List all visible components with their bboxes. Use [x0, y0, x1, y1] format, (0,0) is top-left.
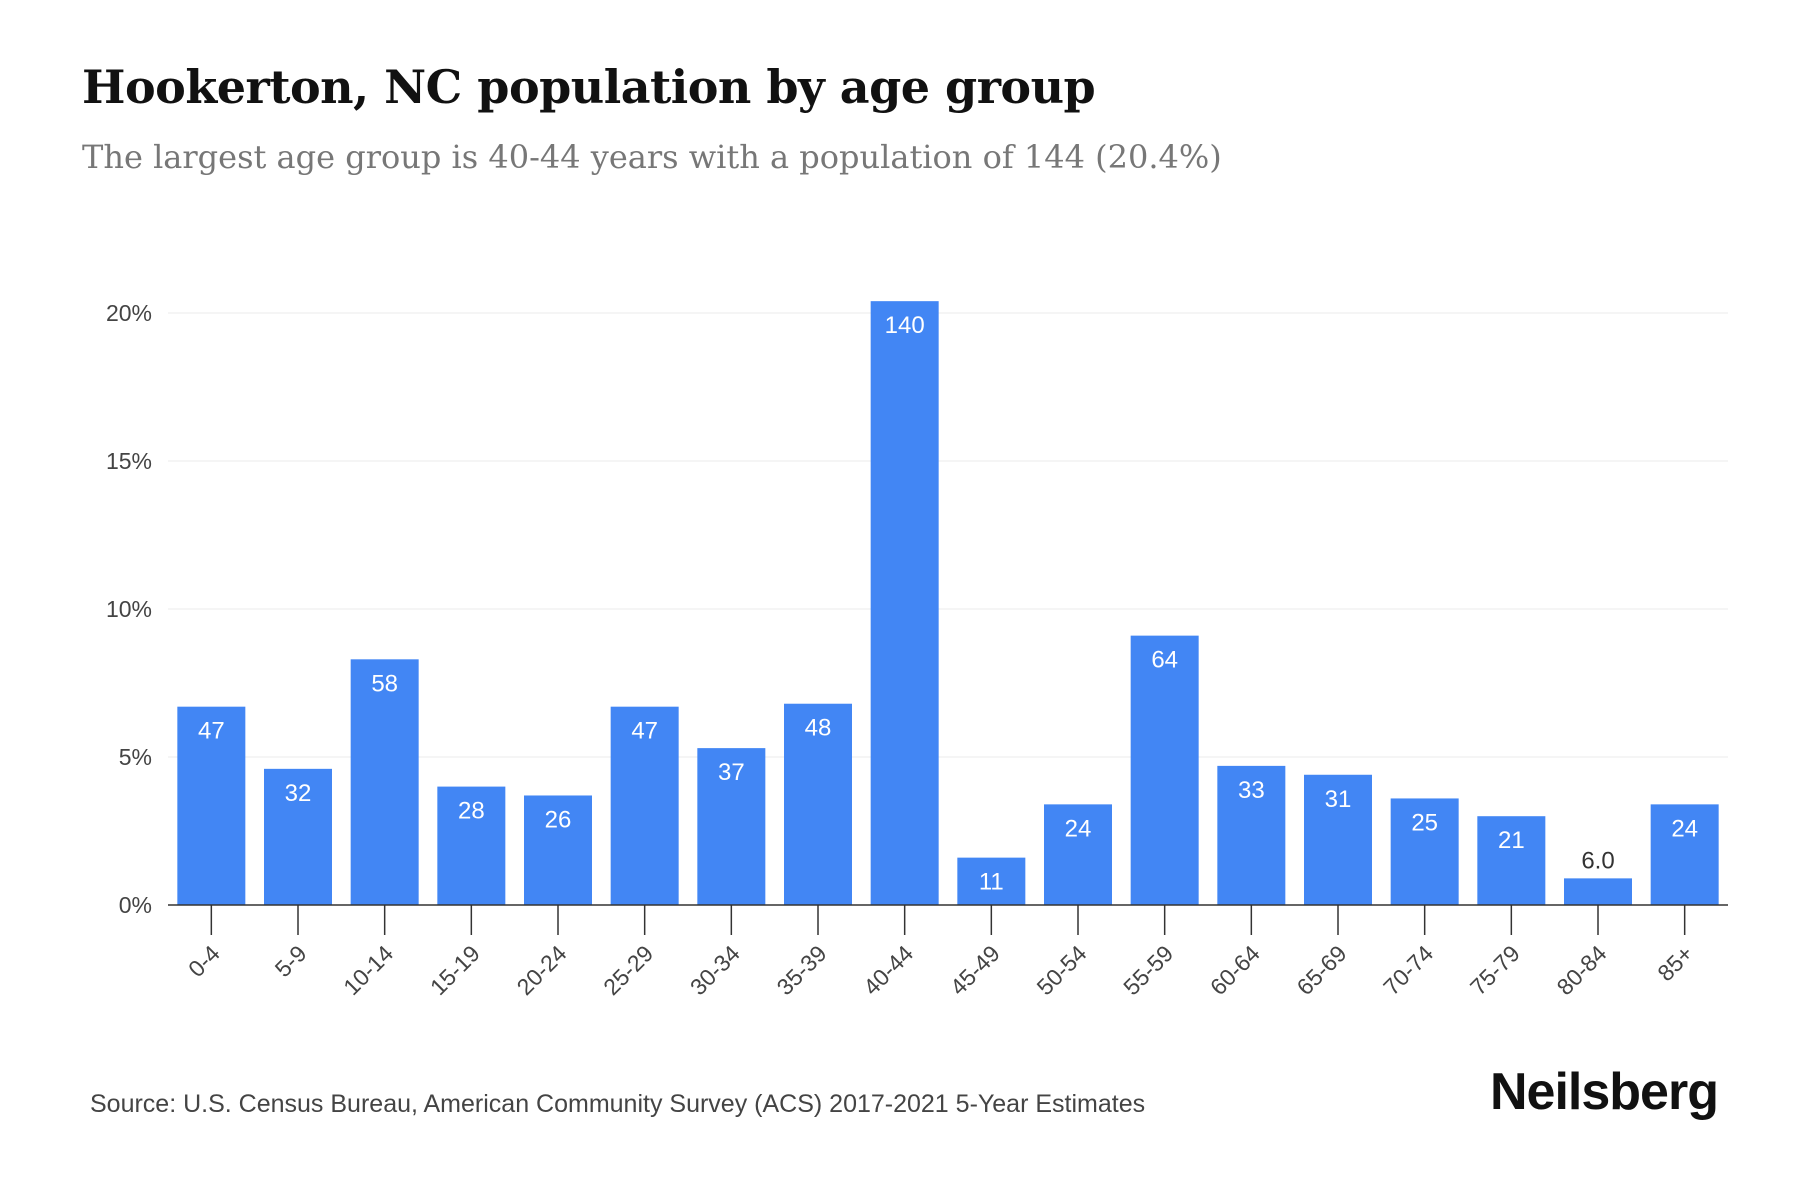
brand-logo: Neilsberg — [1490, 1063, 1719, 1121]
bar — [784, 703, 852, 905]
y-tick-label: 15% — [106, 448, 152, 474]
grid-lines: 0% 5% 10% 15% 20% — [106, 300, 1728, 918]
bar — [1390, 798, 1459, 905]
bar-value-label: 28 — [458, 798, 485, 825]
x-tick-label: 0-4 — [183, 940, 225, 982]
bar — [870, 301, 939, 905]
bar — [1044, 804, 1112, 905]
x-tick-label: 50-54 — [1032, 940, 1092, 1000]
bar — [610, 706, 679, 905]
x-tick-label: 5-9 — [270, 940, 312, 982]
bar — [1217, 765, 1286, 905]
bar — [1650, 804, 1719, 905]
x-tick-label: 65-69 — [1292, 940, 1352, 1000]
x-tick-label: 45-49 — [945, 940, 1005, 1000]
bar-value-label: 64 — [1151, 647, 1178, 674]
x-axis: 0-4 5-9 10-14 15-19 20-24 25-29 30-34 35-39 40-4… — [168, 904, 1728, 1000]
x-tick-label: 80-84 — [1552, 940, 1612, 1000]
bar — [1564, 878, 1632, 905]
bar — [350, 659, 419, 905]
source-note: Source: U.S. Census Bureau, American Com… — [90, 1090, 1146, 1118]
bar-value-label: 24 — [1671, 815, 1698, 842]
y-tick-label: 5% — [119, 744, 152, 770]
bars: 47 32 58 28 26 47 37 48 140 11 24 64 33 31 25 21 6.0 24 — [177, 301, 1719, 905]
bar — [1304, 774, 1372, 905]
bar — [957, 857, 1026, 905]
x-tick-label: 60-64 — [1205, 940, 1265, 1000]
x-tick-label: 55-59 — [1118, 940, 1178, 1000]
bar — [177, 706, 246, 905]
x-tick-label: 35-39 — [772, 940, 832, 1000]
x-tick-label: 30-34 — [685, 940, 745, 1000]
bar-value-label: 25 — [1411, 809, 1438, 836]
bar-value-label: 58 — [371, 670, 398, 697]
chart-subtitle: The largest age group is 40-44 years wit… — [82, 138, 1222, 176]
bar-value-label: 31 — [1325, 786, 1352, 813]
bar — [1477, 816, 1546, 905]
bar — [264, 768, 332, 905]
x-tick-label: 15-19 — [425, 940, 485, 1000]
bar-value-label: 47 — [198, 718, 225, 745]
y-tick-label: 20% — [106, 300, 152, 326]
x-tick-label: 10-14 — [338, 940, 398, 1000]
bar-value-label: 21 — [1498, 827, 1525, 854]
bar-value-label: 11 — [979, 869, 1004, 896]
bar-value-label: 32 — [285, 780, 312, 807]
x-tick-label: 20-24 — [512, 940, 572, 1000]
x-tick-label: 70-74 — [1378, 940, 1438, 1000]
x-tick-label: 85+ — [1652, 940, 1698, 986]
y-tick-label: 0% — [119, 892, 152, 918]
bar-value-label: 33 — [1238, 777, 1265, 804]
bar-value-label: 24 — [1065, 815, 1092, 842]
bar — [437, 786, 506, 905]
bar — [1130, 635, 1199, 905]
bar-value-label: 140 — [885, 312, 925, 339]
bar-value-label: 47 — [631, 718, 658, 745]
bar — [524, 795, 592, 905]
x-tick-label: 75-79 — [1465, 940, 1525, 1000]
bar-value-label: 48 — [805, 715, 832, 742]
y-tick-label: 10% — [106, 596, 152, 622]
x-tick-label: 40-44 — [858, 940, 918, 1000]
bar-value-label: 26 — [545, 806, 572, 833]
chart-title: Hookerton, NC population by age group — [82, 60, 1096, 114]
bar-value-label: 37 — [718, 759, 745, 786]
x-tick-label: 25-29 — [598, 940, 658, 1000]
bar-value-label: 6.0 — [1581, 847, 1614, 874]
bar — [697, 748, 766, 905]
